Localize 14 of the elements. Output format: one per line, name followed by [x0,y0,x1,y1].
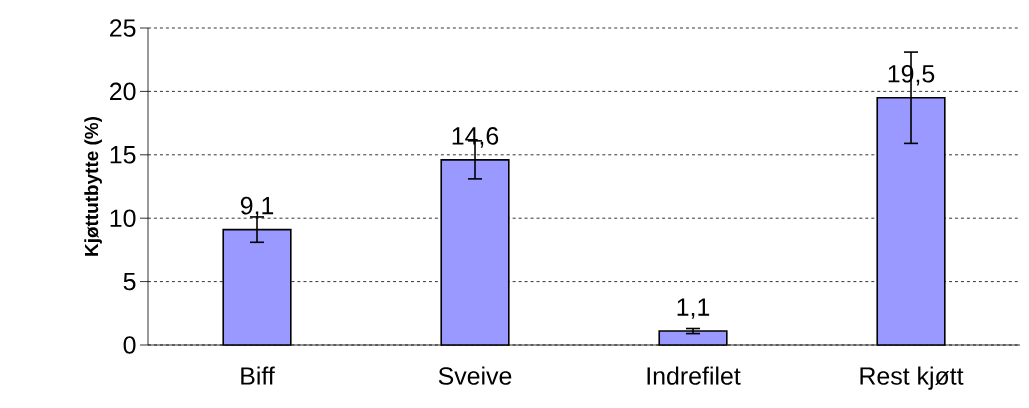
x-tick-label: Indrefilet [647,366,741,385]
y-tick-label: 5 [123,272,136,291]
y-tick-label: 20 [110,82,136,101]
y-tick-label: 0 [123,336,136,354]
y-tick-label: 10 [110,209,136,228]
x-tick-label: Rest kjøtt [860,366,964,390]
data-label: 9,1 [240,196,274,218]
data-label: 14,6 [452,127,499,148]
y-tick-label: 25 [110,19,136,37]
data-label: 1,1 [677,298,710,319]
y-axis-title: Kjøttutbytte (%) [84,117,102,256]
x-tick-label: Sveive [438,366,512,385]
x-tick-label: Biff [241,366,275,385]
y-tick-label: 15 [110,146,136,164]
